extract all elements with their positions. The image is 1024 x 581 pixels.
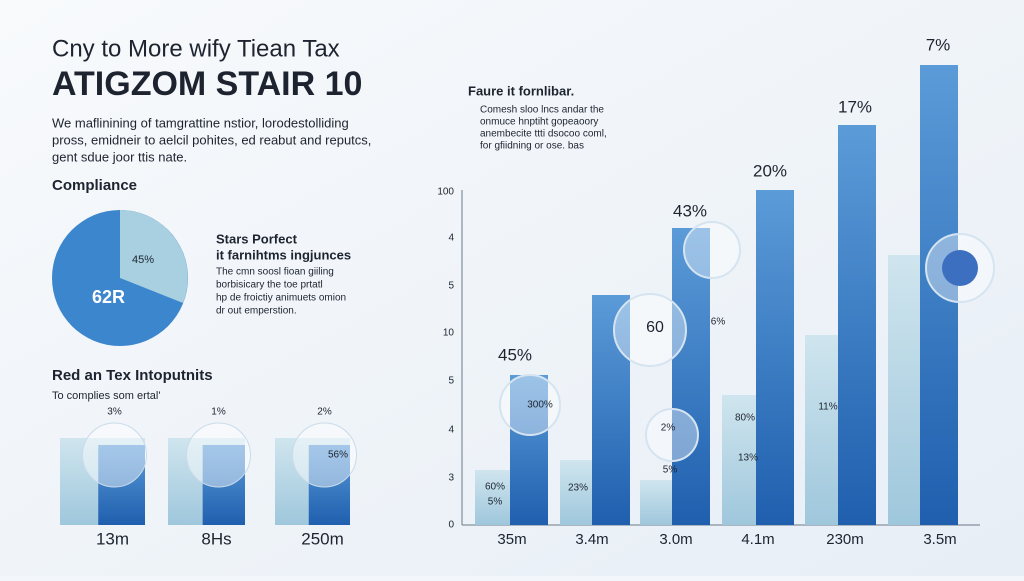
bottom-label: 8Hs (201, 529, 231, 548)
top-label: 45% (498, 345, 532, 364)
top-label: 2% (317, 407, 332, 418)
light-bar (475, 470, 511, 525)
x-label: 3.0m (659, 531, 692, 548)
dark-bar (510, 375, 548, 525)
glow (613, 293, 687, 367)
inner-label: 5% (488, 497, 503, 508)
inner-label: 5% (663, 465, 678, 476)
inner-label: 2% (661, 423, 676, 434)
axis-label: 100 (437, 187, 454, 198)
side-text: The cmn soosl fioan giiling (216, 267, 334, 278)
inner-label: 60 (646, 319, 664, 336)
side-title: Stars Porfect (216, 231, 298, 246)
note-text: Comesh sloo lncs andar the (480, 105, 604, 116)
top-label: 1% (211, 407, 226, 418)
inner-label: 11% (818, 402, 837, 413)
note-title: Faure it fornlibar. (468, 83, 574, 98)
glow (645, 408, 699, 462)
inner-label: 300% (527, 400, 553, 411)
top-label: 43% (673, 201, 707, 220)
note-text: onmuce hnptiht gopeaoory (480, 117, 598, 128)
side-text: hp de froictiy animuets omion (216, 293, 346, 304)
dark-bar (756, 190, 794, 525)
intro: pross, emidneir to aelcil pohites, ed re… (52, 132, 371, 147)
title-line2: ATIGZOM STAIR 10 (52, 65, 362, 103)
axis-label: 5 (448, 376, 454, 387)
top-label: 17% (838, 97, 872, 116)
inner-label: 23% (568, 483, 588, 494)
box-dark (202, 445, 245, 525)
axis-label: 0 (448, 520, 454, 531)
axis-label: 4 (448, 233, 454, 244)
glow (499, 374, 561, 436)
inner-label: 56% (328, 450, 348, 461)
inner-label: 6% (711, 317, 726, 328)
inner-label: 13% (738, 453, 758, 464)
side-title: it farnihtms ingjunces (216, 247, 351, 262)
badge (942, 250, 978, 286)
x-label: 35m (497, 531, 526, 548)
title-line1: Cny to More wify Tiean Tax (52, 35, 340, 62)
glow (683, 221, 741, 279)
note-text: anembecite ttti dsocoo coml, (480, 129, 607, 140)
tax-subheading: To complies som ertal' (52, 390, 160, 402)
pie-slice (120, 210, 188, 303)
pie-label: 62R (92, 287, 125, 307)
glow (186, 422, 251, 488)
note-text: for gfiidning or ose. bas (480, 141, 584, 152)
side-text: dr out emperstion. (216, 306, 297, 317)
axis-label: 4 (448, 425, 454, 436)
compliance-heading: Compliance (52, 177, 137, 194)
x-label: 4.1m (741, 531, 774, 548)
tax-heading: Red an Tex Intoputnits (52, 367, 213, 384)
inner-label: 60% (485, 482, 505, 493)
dark-bar (838, 125, 876, 525)
x-label: 230m (826, 531, 864, 548)
light-bar (560, 460, 596, 525)
bottom-label: 13m (96, 529, 129, 548)
top-label: 7% (926, 35, 951, 54)
top-label: 3% (107, 407, 122, 418)
x-label: 3.5m (923, 531, 956, 548)
light-bar (640, 480, 676, 525)
intro: We maflinining of tamgrattine nstior, lo… (52, 115, 349, 130)
axis-label: 10 (443, 328, 455, 339)
light-bar (805, 335, 841, 525)
dark-bar (592, 295, 630, 525)
box-dark (98, 445, 145, 525)
light-bar (888, 255, 924, 525)
top-label: 20% (753, 161, 787, 180)
glow (82, 422, 147, 488)
axis-label: 3 (448, 473, 454, 484)
inner-label: 80% (735, 413, 755, 424)
intro: gent sdue joor ttis nate. (52, 149, 187, 164)
light-bar (722, 395, 758, 525)
box-dark (308, 445, 350, 525)
side-text: borbisicary the toe prtatl (216, 280, 323, 291)
glow (292, 422, 357, 488)
pie-label: 45% (132, 254, 154, 266)
x-label: 3.4m (575, 531, 608, 548)
bottom-label: 250m (301, 529, 344, 548)
axis-label: 5 (448, 281, 454, 292)
